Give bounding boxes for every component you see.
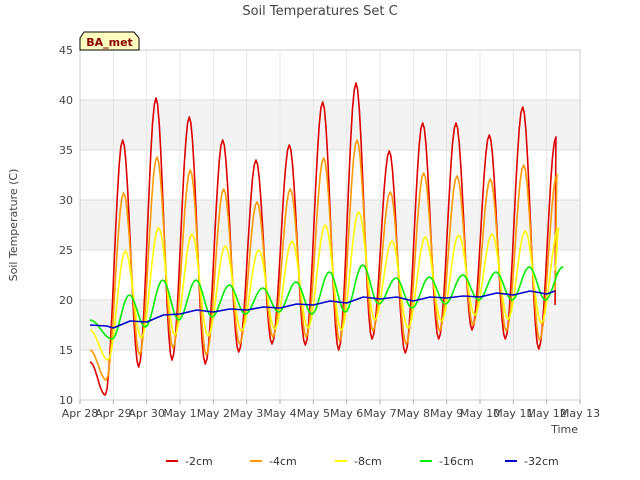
series-line-minus-16cm <box>89 264 564 340</box>
plot-border <box>79 49 581 401</box>
legend-item: -2cm <box>166 455 213 468</box>
legend-item: -16cm <box>420 455 474 468</box>
y-tick-label: 10 <box>59 394 73 407</box>
y-tick-label: 40 <box>59 94 73 107</box>
y-axis-ticks: 10 15 20 25 30 35 40 45 <box>59 44 73 407</box>
x-tick-label: May 1 <box>163 407 196 420</box>
x-tick-label: Apr 29 <box>95 407 132 420</box>
series-lines <box>89 82 564 396</box>
station-label-box: BA_met <box>79 31 140 51</box>
x-tick-label: May 6 <box>330 407 363 420</box>
x-tick-label: May 10 <box>460 407 500 420</box>
plot-band <box>80 300 580 350</box>
y-tick-label: 30 <box>59 194 73 207</box>
legend-label: -8cm <box>354 455 382 468</box>
y-tick-label: 15 <box>59 344 73 357</box>
y-tick-label: 45 <box>59 44 73 57</box>
legend: -2cm -4cm -8cm -16cm -32cm <box>166 455 559 468</box>
y-tick-label: 20 <box>59 294 73 307</box>
legend-item: -4cm <box>250 455 297 468</box>
legend-label: -32cm <box>524 455 559 468</box>
legend-item: -8cm <box>335 455 382 468</box>
x-axis-title: Time <box>550 423 578 436</box>
legend-label: -4cm <box>269 455 297 468</box>
x-tick-label: May 3 <box>230 407 263 420</box>
x-tick-label: May 7 <box>363 407 396 420</box>
x-tick-label: Apr 30 <box>128 407 165 420</box>
y-axis-title: Soil Temperature (C) <box>7 169 20 282</box>
x-tick-label: May 9 <box>430 407 463 420</box>
x-tick-label: May 4 <box>263 407 296 420</box>
y-tick-label: 25 <box>59 244 73 257</box>
plot-band <box>80 100 580 150</box>
legend-item: -32cm <box>505 455 559 468</box>
x-tick-label: May 13 <box>560 407 600 420</box>
plot-frame <box>79 49 581 401</box>
chart-title: Soil Temperatures Set C <box>242 4 397 19</box>
x-tick-label: May 8 <box>397 407 430 420</box>
x-tick-label: May 12 <box>527 407 567 420</box>
series-line-minus-32cm <box>89 290 556 329</box>
legend-label: -2cm <box>185 455 213 468</box>
station-label: BA_met <box>86 36 133 49</box>
legend-label: -16cm <box>439 455 474 468</box>
x-tick-label: May 5 <box>297 407 330 420</box>
y-tick-label: 35 <box>59 144 73 157</box>
x-tick-label: May 2 <box>197 407 230 420</box>
series-line-minus-4cm <box>89 139 558 381</box>
x-tick-label: Apr 28 <box>62 407 99 420</box>
x-tick-label: May 11 <box>493 407 533 420</box>
